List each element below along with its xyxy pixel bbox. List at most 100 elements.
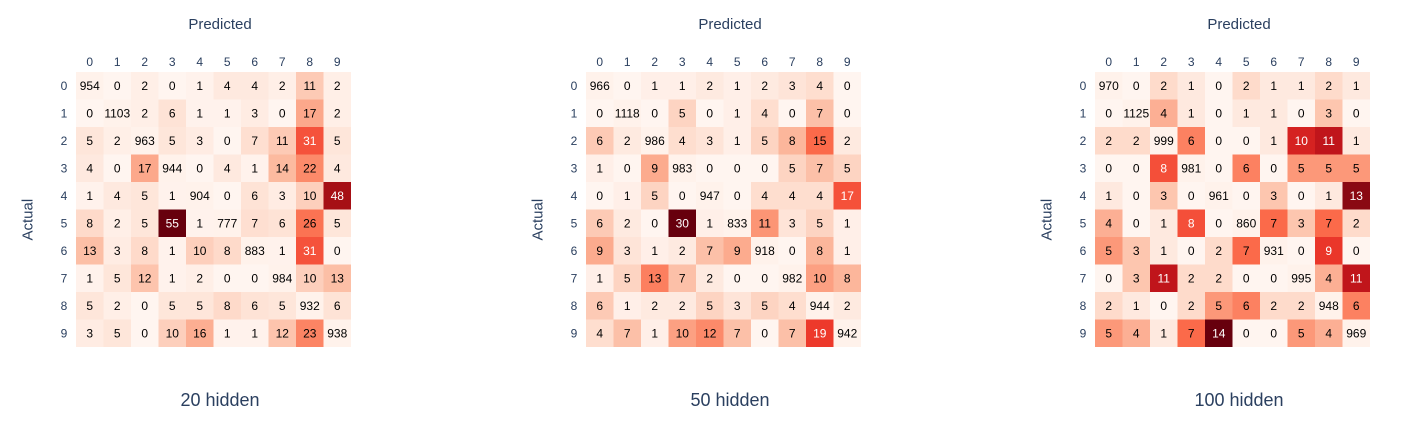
panel-subtitle: 100 hidden (1194, 390, 1284, 410)
cell-value-label: 1 (169, 271, 176, 285)
cell-value-label: 6 (1188, 134, 1195, 148)
cell-value-label: 7 (1188, 326, 1195, 340)
heatmap-cell (268, 319, 296, 347)
cell-value-label: 0 (224, 271, 231, 285)
heatmap-cell (1150, 209, 1178, 237)
cell-value-label: 11 (1323, 134, 1336, 148)
cell-value-label: 7 (1325, 216, 1332, 230)
heatmap-cell (186, 99, 214, 127)
heatmap-cell (613, 292, 641, 320)
cell-value-label: 963 (135, 134, 155, 148)
cell-value-label: 1 (1325, 189, 1332, 203)
heatmap-cell (723, 154, 751, 182)
cell-value-label: 3 (1160, 189, 1167, 203)
heatmap-cell (833, 292, 861, 320)
heatmap-cell (1260, 182, 1288, 210)
cell-value-label: 5 (169, 299, 176, 313)
cell-value-label: 6 (251, 189, 258, 203)
heatmap-cell (723, 237, 751, 265)
cell-value-label: 13 (1350, 189, 1364, 203)
heatmap-cell (1260, 237, 1288, 265)
heatmap-cell (158, 127, 186, 155)
heatmap-cell (131, 319, 159, 347)
heatmap-cell (1150, 237, 1178, 265)
heatmap-cell (586, 209, 614, 237)
cell-value-label: 3 (1325, 106, 1332, 120)
heatmap-cell (751, 99, 779, 127)
heatmap-cell (696, 154, 724, 182)
cell-value-label: 13 (331, 271, 345, 285)
cell-value-label: 1 (1160, 216, 1167, 230)
x-tick-label: 1 (624, 55, 631, 69)
y-tick-label: 0 (571, 79, 578, 93)
heatmap-cell (1315, 72, 1343, 100)
heatmap-cell (778, 182, 806, 210)
cell-value-label: 0 (624, 161, 631, 175)
heatmap-cell (103, 319, 131, 347)
heatmap-cell (778, 264, 806, 292)
cell-value-label: 10 (676, 326, 690, 340)
y-tick-label: 2 (61, 134, 68, 148)
cell-value-label: 6 (596, 299, 603, 313)
heatmap-cell (1287, 72, 1315, 100)
cell-value-label: 2 (1188, 299, 1195, 313)
y-tick-label: 0 (61, 79, 68, 93)
cell-value-label: 4 (224, 161, 231, 175)
y-tick-label: 7 (1080, 271, 1087, 285)
y-tick-label: 5 (571, 216, 578, 230)
y-tick-label: 0 (1080, 79, 1087, 93)
cell-value-label: 1 (651, 79, 658, 93)
cell-value-label: 0 (651, 106, 658, 120)
cell-value-label: 982 (782, 271, 802, 285)
cell-value-label: 0 (279, 106, 286, 120)
cell-value-label: 4 (1133, 326, 1140, 340)
heatmap-cell (613, 154, 641, 182)
x-tick-label: 5 (1243, 55, 1250, 69)
cell-value-label: 12 (138, 271, 152, 285)
cell-value-label: 0 (169, 79, 176, 93)
heatmap-cell (696, 237, 724, 265)
cell-value-label: 7 (789, 326, 796, 340)
cell-value-label: 23 (303, 326, 317, 340)
cell-value-label: 0 (761, 326, 768, 340)
cell-value-label: 7 (816, 161, 823, 175)
heatmap-cell (323, 319, 351, 347)
cell-value-label: 1 (196, 216, 203, 230)
cell-value-label: 0 (114, 161, 121, 175)
cell-value-label: 5 (334, 216, 341, 230)
x-axis-title: Predicted (698, 16, 762, 33)
y-tick-label: 7 (61, 271, 68, 285)
heatmap-cell (103, 127, 131, 155)
heatmap-cell (131, 99, 159, 127)
cell-value-label: 2 (651, 299, 658, 313)
x-axis-title: Predicted (188, 16, 252, 33)
x-tick-label: 8 (306, 55, 313, 69)
heatmap-cell (158, 319, 186, 347)
cell-value-label: 0 (1243, 189, 1250, 203)
cell-value-label: 0 (789, 106, 796, 120)
cell-value-label: 1125 (1123, 106, 1149, 120)
heatmap-cell (696, 127, 724, 155)
heatmap-cell (1260, 72, 1288, 100)
cell-value-label: 0 (624, 79, 631, 93)
heatmap-cell (213, 292, 241, 320)
cell-value-label: 0 (1215, 79, 1222, 93)
heatmap-cell (1150, 154, 1178, 182)
cell-value-label: 0 (1105, 161, 1112, 175)
heatmap-cell (613, 319, 641, 347)
cell-value-label: 0 (1270, 161, 1277, 175)
heatmap-cell (1095, 264, 1123, 292)
heatmap-cell (1260, 127, 1288, 155)
heatmap-cell (696, 209, 724, 237)
heatmap-cell (76, 99, 104, 127)
heatmap-cell (833, 127, 861, 155)
cell-value-label: 7 (816, 106, 823, 120)
heatmap-cell (76, 319, 104, 347)
cell-value-label: 5 (624, 271, 631, 285)
heatmap-cell (641, 72, 669, 100)
heatmap-cell (668, 99, 696, 127)
heatmap-cell (131, 292, 159, 320)
heatmap-cell (268, 292, 296, 320)
heatmap-cell (241, 72, 269, 100)
